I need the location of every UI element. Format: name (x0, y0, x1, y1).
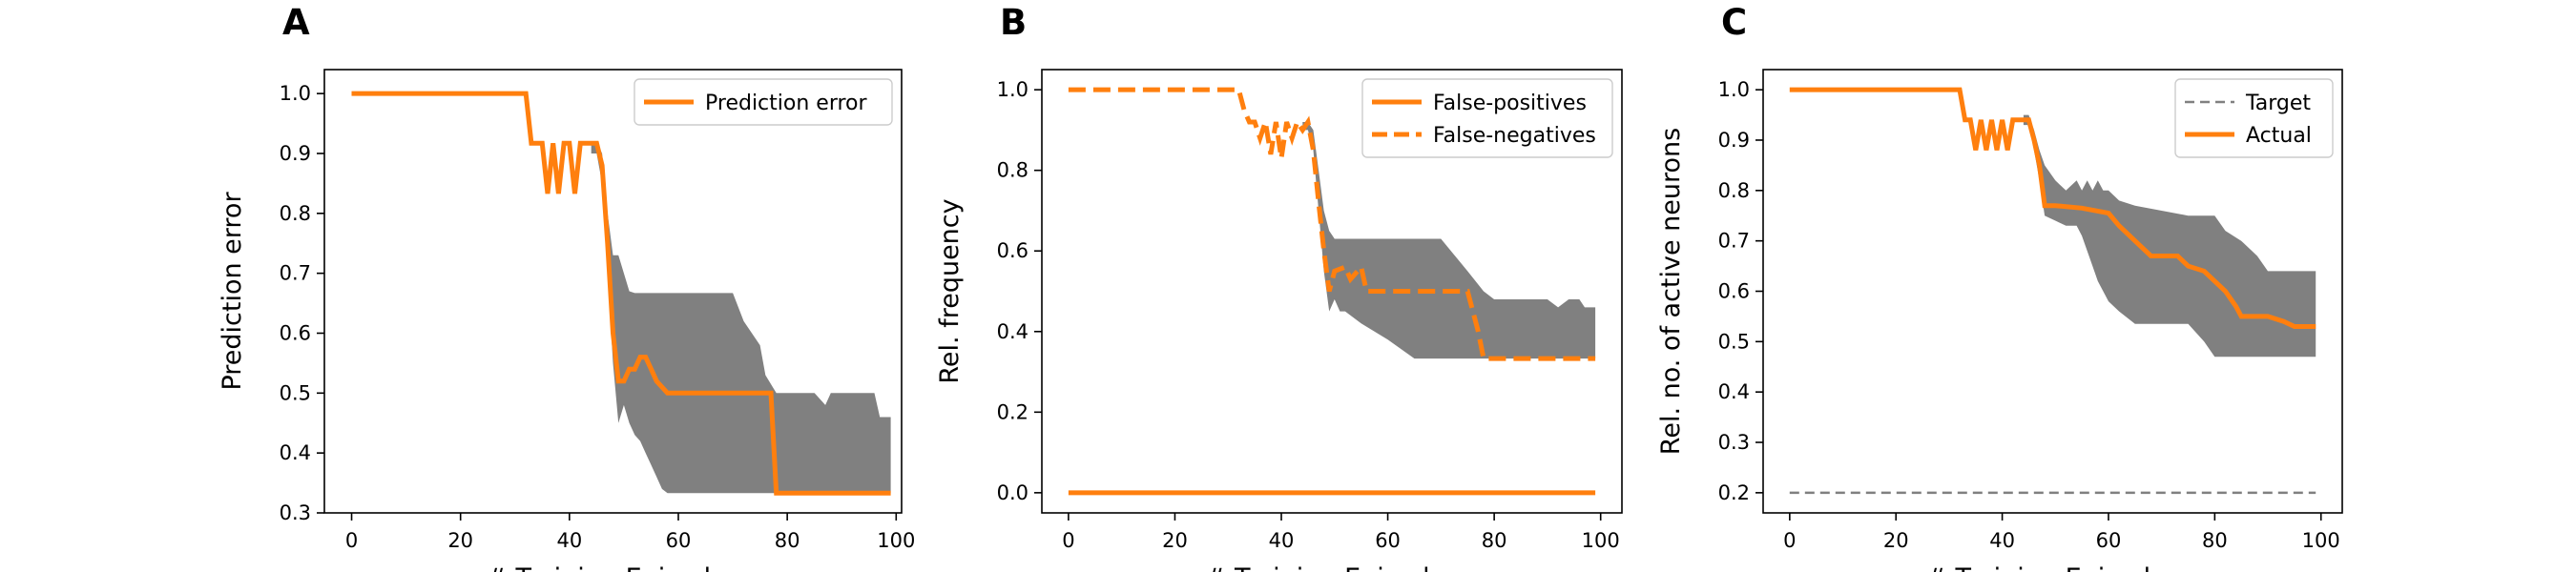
y-tick-label: 1.0 (997, 78, 1028, 101)
x-tick-label: 100 (1582, 529, 1620, 552)
y-tick-label: 0.4 (997, 320, 1028, 343)
y-tick-label: 0.3 (1718, 431, 1750, 454)
panel-c: 0 20 40 60 80 100 0.2 0.3 0.4 0.5 0.6 0.7 0.8 0.9 1.0 #… (1656, 2, 2343, 572)
legend-label: Actual (2246, 124, 2312, 148)
x-axis-label: # Training Episodes (486, 563, 739, 572)
y-tick-label: 0.2 (1718, 481, 1750, 504)
series-line-actual (1789, 87, 2316, 329)
y-tick-label: 1.0 (280, 82, 311, 105)
x-tick-label: 80 (2202, 529, 2228, 552)
legend-box (1361, 78, 1613, 158)
y-tick-label: 0.7 (280, 262, 311, 285)
x-tick-label: 80 (775, 529, 800, 552)
y-tick-label: 0.6 (280, 321, 311, 344)
plot-frame (323, 69, 903, 514)
x-tick-label: 60 (1375, 529, 1401, 552)
legend-label: False-positives (1433, 92, 1587, 115)
y-tick-label: 0.5 (1718, 330, 1750, 353)
legend: Target Actual (2174, 78, 2334, 158)
variability-band (2023, 114, 2316, 358)
legend-label: False-negatives (1433, 124, 1596, 148)
panel-a: 0 20 40 60 80 100 0.3 0.4 0.5 0.6 0.7 0.8 0.9 1.0 # Tr… (218, 2, 915, 572)
y-tick-label: 0.6 (1718, 280, 1750, 303)
y-tick-label: 0.4 (280, 441, 311, 464)
y-tick-label: 0.0 (997, 481, 1028, 504)
legend-box (634, 78, 893, 126)
variability-band (591, 141, 891, 494)
panel-b: 0 20 40 60 80 100 0.0 0.2 0.4 0.6 0.8 1.0 # Training… (935, 2, 1623, 572)
y-tick-label: 1.0 (1718, 78, 1750, 101)
x-tick-label: 100 (2302, 529, 2340, 552)
legend-label: Target (2245, 92, 2311, 115)
y-tick-label: 0.9 (1718, 129, 1750, 152)
y-tick-label: 0.8 (1718, 179, 1750, 202)
y-tick-label: 0.7 (1718, 230, 1750, 253)
x-tick-label: 20 (1162, 529, 1188, 552)
y-tick-label: 0.6 (997, 239, 1028, 262)
series-line-false-negatives (1068, 87, 1596, 361)
y-tick-label: 0.8 (997, 159, 1028, 182)
y-tick-label: 0.3 (280, 501, 311, 524)
plot-frame (1041, 69, 1623, 514)
x-tick-label: 20 (447, 529, 473, 552)
legend: False-positives False-negatives (1361, 78, 1613, 158)
y-tick-label: 0.9 (280, 142, 311, 165)
x-tick-label: 40 (556, 529, 582, 552)
y-tick-label: 0.8 (280, 202, 311, 225)
x-tick-label: 60 (2096, 529, 2122, 552)
x-tick-label: 40 (1269, 529, 1295, 552)
x-tick-label: 40 (1989, 529, 2015, 552)
series-line-prediction-error (351, 91, 891, 496)
y-axis-label: Rel. frequency (935, 198, 965, 383)
x-tick-label: 0 (345, 529, 358, 552)
y-tick-label: 0.2 (997, 400, 1028, 423)
panel-letter: A (282, 2, 310, 43)
x-tick-label: 100 (877, 529, 915, 552)
legend-label: Prediction error (705, 92, 867, 115)
panel-letter: C (1721, 2, 1747, 43)
x-tick-label: 0 (1062, 529, 1074, 552)
x-tick-label: 20 (1883, 529, 1909, 552)
x-tick-label: 60 (666, 529, 692, 552)
x-tick-label: 0 (1783, 529, 1796, 552)
legend-box (2174, 78, 2334, 158)
x-axis-label: # Training Episodes (1925, 563, 2179, 572)
panel-letter: B (1000, 2, 1027, 43)
y-tick-label: 0.4 (1718, 380, 1750, 403)
legend: Prediction error (634, 78, 893, 126)
y-tick-label: 0.5 (280, 381, 311, 404)
variability-band (1302, 122, 1596, 359)
y-axis-label: Rel. no. of active neurons (1656, 128, 1686, 455)
x-axis-label: # Training Episodes (1205, 563, 1459, 572)
x-tick-label: 80 (1482, 529, 1507, 552)
y-axis-label: Prediction error (218, 192, 247, 391)
